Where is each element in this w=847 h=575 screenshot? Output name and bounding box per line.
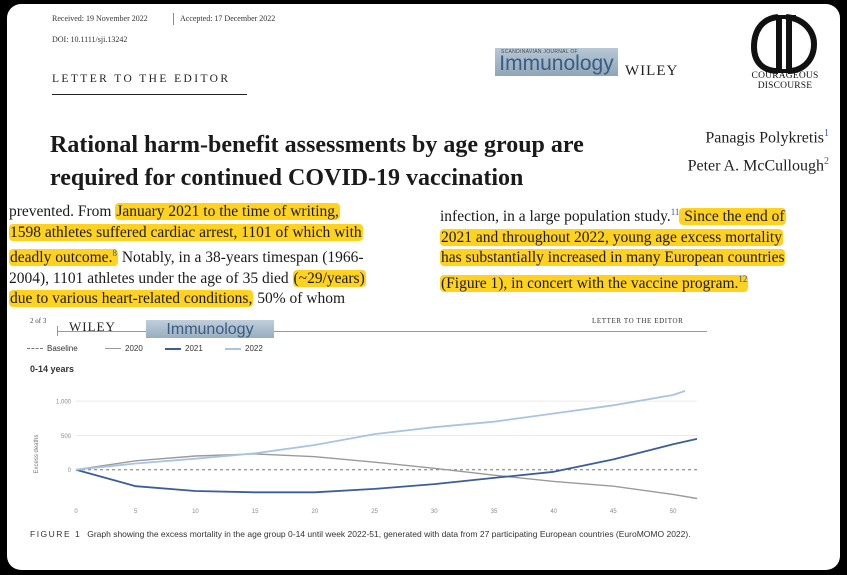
highlighted-text: deadly outcome.8 bbox=[9, 248, 118, 267]
excess-deaths-chart: 0 500 1,000 0 5 10 15 20 25 30 35 40 45 50 Excess de… bbox=[34, 390, 698, 515]
citation-ref[interactable]: 12 bbox=[738, 273, 748, 284]
series-line-2020 bbox=[75, 453, 698, 500]
plain-text: 2004), 1101 athletes under the age of 35… bbox=[9, 269, 293, 287]
sub-section-label: LETTER TO THE EDITOR bbox=[592, 317, 684, 325]
legend-swatch bbox=[225, 347, 241, 350]
brand-line-2: DISCOURSE bbox=[757, 81, 813, 91]
sub-journal-logo: Immunology bbox=[146, 320, 274, 338]
highlighted-segment: deadly outcome. bbox=[10, 249, 113, 267]
caption-text: Graph showing the excess mortality in th… bbox=[87, 529, 691, 539]
legend-swatch bbox=[105, 348, 121, 350]
author-1[interactable]: Panagis Polykretis1 bbox=[688, 122, 829, 150]
title-line-2: required for continued COVID-19 vaccinat… bbox=[50, 165, 524, 191]
x-tick-label: 35 bbox=[491, 509, 498, 515]
x-tick-label: 25 bbox=[371, 509, 378, 515]
author-list: Panagis Polykretis1 Peter A. McCullough2 bbox=[688, 122, 829, 179]
affiliation-ref[interactable]: 1 bbox=[824, 128, 829, 139]
highlighted-text: 2021 and throughout 2022, young age exce… bbox=[440, 228, 783, 246]
x-tick-label: 50 bbox=[670, 509, 677, 515]
affiliation-ref[interactable]: 2 bbox=[824, 156, 829, 168]
text-line: deadly outcome.8 Notably, in a 38-years … bbox=[9, 243, 434, 269]
text-line: 2004), 1101 athletes under the age of 35… bbox=[9, 269, 434, 290]
legend-label: 2020 bbox=[125, 344, 143, 353]
sub-page-number: 2 of 3 bbox=[30, 317, 47, 325]
x-tick-label: 10 bbox=[192, 509, 199, 515]
highlighted-segment: (Figure 1), in concert with the vaccine … bbox=[441, 274, 739, 292]
accepted-date: Accepted: 17 December 2022 bbox=[180, 14, 276, 23]
author-2[interactable]: Peter A. McCullough2 bbox=[688, 150, 829, 178]
author-name: Peter A. McCullough bbox=[687, 157, 824, 175]
text-line: (Figure 1), in concert with the vaccine … bbox=[440, 269, 840, 295]
legend-label: 2022 bbox=[245, 344, 263, 353]
plain-text: Notably, in a 38-years timespan (1966- bbox=[117, 249, 364, 267]
text-line: 2021 and throughout 2022, young age exce… bbox=[440, 228, 840, 249]
highlighted-text: Since the end of bbox=[679, 208, 786, 226]
x-tick-label: 20 bbox=[312, 509, 319, 515]
highlighted-text: (Figure 1), in concert with the vaccine … bbox=[440, 273, 749, 292]
legend-item-2021: 2021 bbox=[165, 344, 203, 353]
series-line-2022 bbox=[75, 390, 686, 471]
sub-header-rule bbox=[57, 331, 707, 332]
legend-label: Baseline bbox=[47, 344, 78, 353]
figure-caption: FIGURE 1 Graph showing the excess mortali… bbox=[30, 528, 710, 541]
legend-item-baseline: Baseline bbox=[27, 344, 78, 353]
left-text-column: prevented. From January 2021 to the time… bbox=[9, 202, 434, 310]
title-line-1: Rational harm-benefit assessments by age… bbox=[50, 132, 584, 158]
text-line: prevented. From January 2021 to the time… bbox=[9, 202, 434, 223]
highlighted-text: January 2021 to the time of writing, bbox=[115, 203, 340, 220]
section-label: LETTER TO THE EDITOR bbox=[52, 73, 231, 85]
legend-item-2020: 2020 bbox=[105, 344, 143, 353]
journal-name: Immunology bbox=[499, 52, 614, 75]
citation-ref[interactable]: 11 bbox=[670, 207, 680, 217]
text-line: due to various heart-related conditions,… bbox=[9, 289, 434, 310]
x-tick-label: 5 bbox=[134, 509, 138, 515]
received-date: Received: 19 November 2022 bbox=[52, 14, 148, 23]
figure-label: FIGURE 1 bbox=[30, 529, 82, 539]
x-tick-label: 30 bbox=[431, 509, 438, 515]
highlighted-text: due to various heart-related conditions, bbox=[9, 290, 254, 308]
legend-label: 2021 bbox=[185, 344, 203, 353]
x-tick-label: 45 bbox=[610, 509, 617, 515]
plain-text: infection, in a large population study. bbox=[440, 208, 671, 226]
x-tick-label: 0 bbox=[74, 509, 78, 515]
text-line: 1598 athletes suffered cardiac arrest, 1… bbox=[9, 223, 434, 244]
brand-wordmark: COURAGEOUS DISCOURSE bbox=[737, 71, 833, 91]
publisher-name: WILEY bbox=[625, 63, 679, 79]
legend-item-2022: 2022 bbox=[225, 344, 263, 353]
courageous-discourse-logo-icon bbox=[750, 14, 818, 74]
right-text-column: infection, in a large population study.1… bbox=[440, 202, 840, 294]
meta-divider bbox=[173, 13, 174, 25]
x-tick-label: 15 bbox=[252, 509, 259, 515]
y-tick-label: 0 bbox=[68, 468, 72, 474]
section-rule bbox=[52, 94, 247, 95]
journal-kicker: SCANDINAVIAN JOURNAL OF bbox=[501, 49, 578, 55]
legend-swatch bbox=[165, 347, 181, 350]
citation-ref[interactable]: 8 bbox=[112, 248, 117, 258]
chart-title: 0-14 years bbox=[30, 364, 75, 374]
author-name: Panagis Polykretis bbox=[705, 129, 824, 147]
x-tick-label: 40 bbox=[550, 509, 557, 515]
brand-line-1: COURAGEOUS bbox=[751, 71, 819, 81]
y-axis-label: Excess deaths bbox=[34, 434, 40, 473]
legend-swatch bbox=[27, 348, 43, 350]
sub-publisher: WILEY bbox=[69, 319, 116, 334]
series-line-2021 bbox=[75, 438, 698, 494]
doi: DOI: 10.1111/sji.13242 bbox=[52, 35, 128, 44]
article-title: Rational harm-benefit assessments by age… bbox=[50, 129, 630, 195]
text-line: has substantially increased in many Euro… bbox=[440, 248, 840, 269]
highlighted-text: (~29/years) bbox=[292, 269, 366, 287]
text-line: infection, in a large population study.1… bbox=[440, 202, 840, 228]
page-frame: Received: 19 November 2022 Accepted: 17 … bbox=[7, 4, 840, 570]
plain-text: 50% of whom bbox=[253, 290, 346, 308]
y-tick-label: 1,000 bbox=[56, 400, 72, 406]
journal-logo: SCANDINAVIAN JOURNAL OF Immunology bbox=[495, 48, 618, 76]
y-tick-label: 500 bbox=[61, 434, 72, 440]
plain-text: prevented. From bbox=[9, 203, 116, 220]
highlighted-text: has substantially increased in many Euro… bbox=[440, 249, 786, 267]
highlighted-text: 1598 athletes suffered cardiac arrest, 1… bbox=[9, 223, 363, 241]
